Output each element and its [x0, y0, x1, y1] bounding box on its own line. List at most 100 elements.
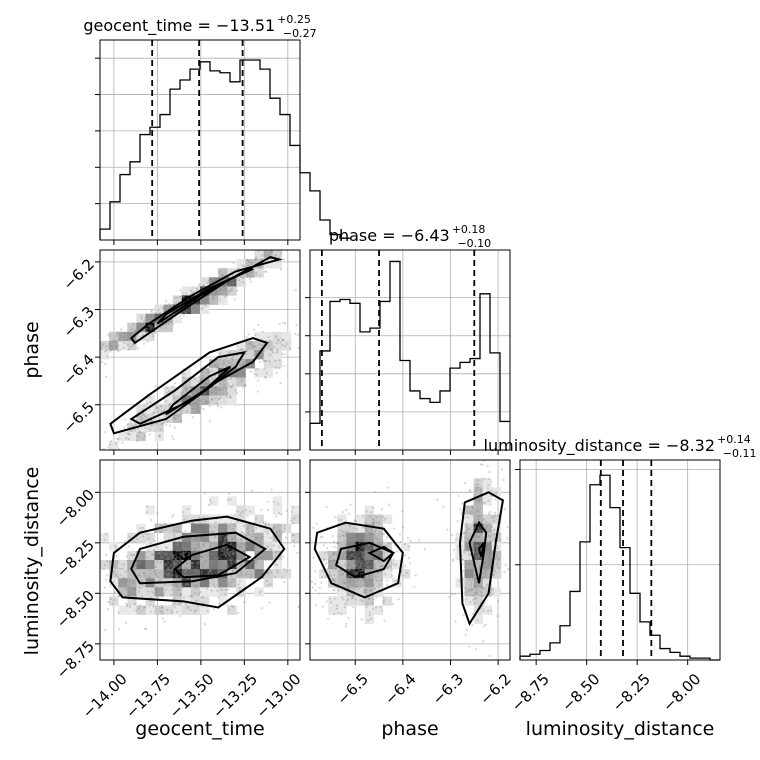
scatter-point	[242, 385, 245, 388]
scatter-point	[198, 557, 201, 561]
density-cell	[190, 596, 201, 606]
scatter-point	[240, 572, 244, 575]
density-cell	[145, 569, 155, 579]
scatter-point	[337, 518, 340, 521]
scatter-point	[96, 354, 98, 356]
scatter-point	[264, 521, 267, 524]
density-cell	[172, 532, 183, 543]
scatter-point	[124, 621, 128, 624]
scatter-point	[401, 510, 404, 513]
scatter-point	[193, 573, 196, 576]
scatter-point	[477, 554, 480, 557]
scatter-point	[350, 533, 353, 536]
scatter-point	[362, 591, 365, 594]
histogram-phase	[309, 260, 510, 450]
scatter-point	[150, 314, 153, 317]
scatter-point	[331, 535, 334, 538]
scatter-point	[231, 569, 235, 573]
scatter-point	[225, 553, 228, 557]
scatter-point	[181, 295, 185, 299]
scatter-point	[209, 560, 213, 563]
scatter-point	[362, 534, 365, 537]
scatter-point	[162, 592, 165, 596]
density-cell	[272, 523, 283, 534]
scatter-point	[199, 399, 202, 402]
scatter-point	[266, 532, 269, 535]
density-cell	[154, 313, 164, 324]
scatter-point	[323, 558, 326, 561]
scatter-point	[274, 366, 277, 369]
scatter-point	[493, 528, 496, 531]
scatter-point	[372, 568, 375, 571]
density-cell	[391, 560, 402, 570]
scatter-point	[247, 342, 250, 345]
density-cell	[227, 286, 237, 296]
scatter-point	[153, 565, 156, 568]
density-cell	[364, 578, 374, 588]
scatter-point	[480, 540, 483, 543]
scatter-point	[231, 553, 234, 556]
density-cell	[209, 532, 219, 543]
scatter-point	[480, 489, 483, 492]
density-cell	[200, 541, 210, 552]
scatter-point	[208, 301, 211, 305]
scatter-point	[110, 344, 113, 348]
scatter-point	[182, 510, 185, 514]
scatter-point	[157, 417, 161, 420]
scatter-point	[141, 557, 144, 560]
histogram-luminosity-distance	[519, 474, 720, 661]
scatter-point	[179, 552, 183, 556]
scatter-point	[199, 388, 202, 391]
scatter-point	[249, 366, 252, 369]
scatter-point	[359, 565, 362, 568]
scatter-point	[230, 562, 233, 565]
density-cell	[218, 578, 228, 588]
scatter-point	[222, 285, 225, 289]
scatter-point	[263, 254, 266, 257]
scatter-point	[333, 545, 336, 549]
scatter-point	[363, 555, 367, 558]
scatter-point	[480, 595, 484, 598]
scatter-point	[270, 349, 273, 352]
scatter-point	[150, 585, 154, 589]
scatter-point	[126, 603, 129, 606]
scatter-point	[87, 462, 89, 464]
scatter-point	[221, 549, 224, 552]
scatter-point	[318, 314, 320, 316]
scatter-point	[202, 544, 205, 548]
scatter-point	[208, 553, 211, 556]
scatter-point	[247, 524, 251, 527]
scatter-point	[185, 389, 188, 392]
scatter-point	[166, 420, 169, 423]
density-cell	[400, 569, 411, 579]
scatter-point	[224, 526, 227, 529]
scatter-point	[181, 586, 184, 589]
scatter-point	[219, 562, 223, 565]
contour-line	[468, 520, 488, 584]
scatter-point	[174, 563, 177, 566]
scatter-point	[467, 553, 471, 556]
scatter-point	[393, 563, 396, 566]
scatter-point	[502, 478, 505, 482]
scatter-point	[374, 536, 377, 539]
scatter-point	[261, 353, 264, 356]
scatter-point	[147, 564, 151, 567]
scatter-point	[373, 546, 376, 549]
scatter-point	[475, 490, 478, 493]
scatter-point	[474, 581, 477, 585]
density-cell	[464, 550, 474, 561]
density-cell	[163, 404, 174, 414]
scatter-point	[255, 273, 258, 276]
scatter-point	[264, 523, 267, 526]
scatter-point	[206, 372, 209, 375]
scatter-point	[143, 606, 146, 609]
scatter-point	[488, 549, 491, 552]
density-cell	[163, 386, 174, 396]
scatter-point	[100, 346, 103, 349]
scatter-point	[176, 586, 179, 589]
scatter-point	[239, 538, 243, 541]
scatter-point	[475, 648, 478, 651]
scatter-point	[401, 574, 405, 577]
scatter-point	[193, 567, 196, 570]
scatter-point	[378, 520, 381, 524]
